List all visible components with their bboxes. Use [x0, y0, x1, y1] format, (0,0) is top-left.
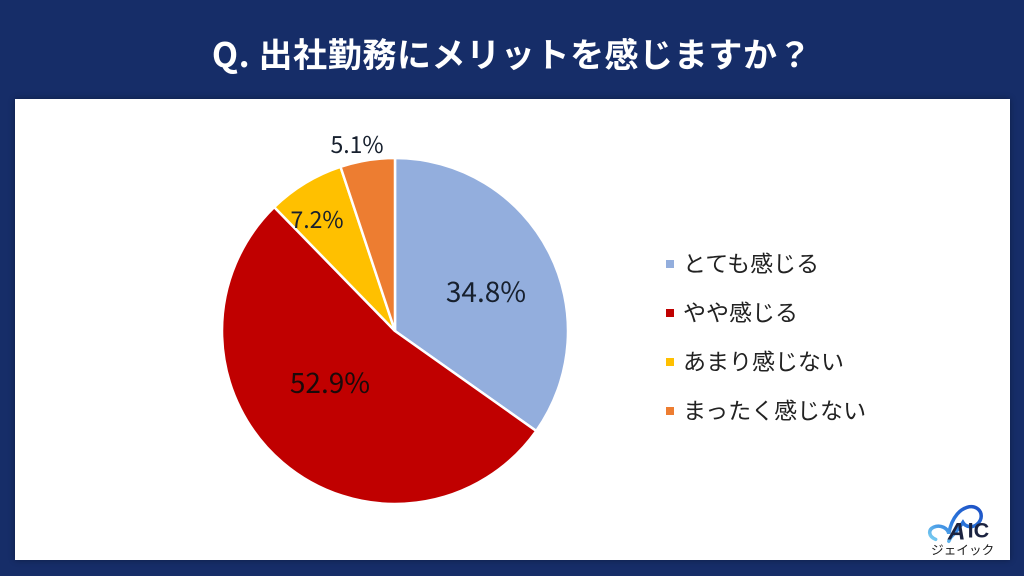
- svg-text:ジェイック: ジェイック: [931, 539, 994, 558]
- svg-text:5.1%: 5.1%: [330, 126, 383, 160]
- svg-text:まったく感じない: まったく感じない: [683, 392, 866, 426]
- svg-text:やや感じる: やや感じる: [683, 294, 798, 328]
- svg-text:7.2%: 7.2%: [290, 201, 343, 235]
- svg-text:IC: IC: [968, 517, 990, 542]
- svg-text:あまり感じない: あまり感じない: [683, 343, 844, 377]
- svg-text:とても感じる: とても感じる: [683, 245, 819, 279]
- svg-text:52.9%: 52.9%: [290, 362, 370, 402]
- svg-text:34.8%: 34.8%: [446, 271, 526, 311]
